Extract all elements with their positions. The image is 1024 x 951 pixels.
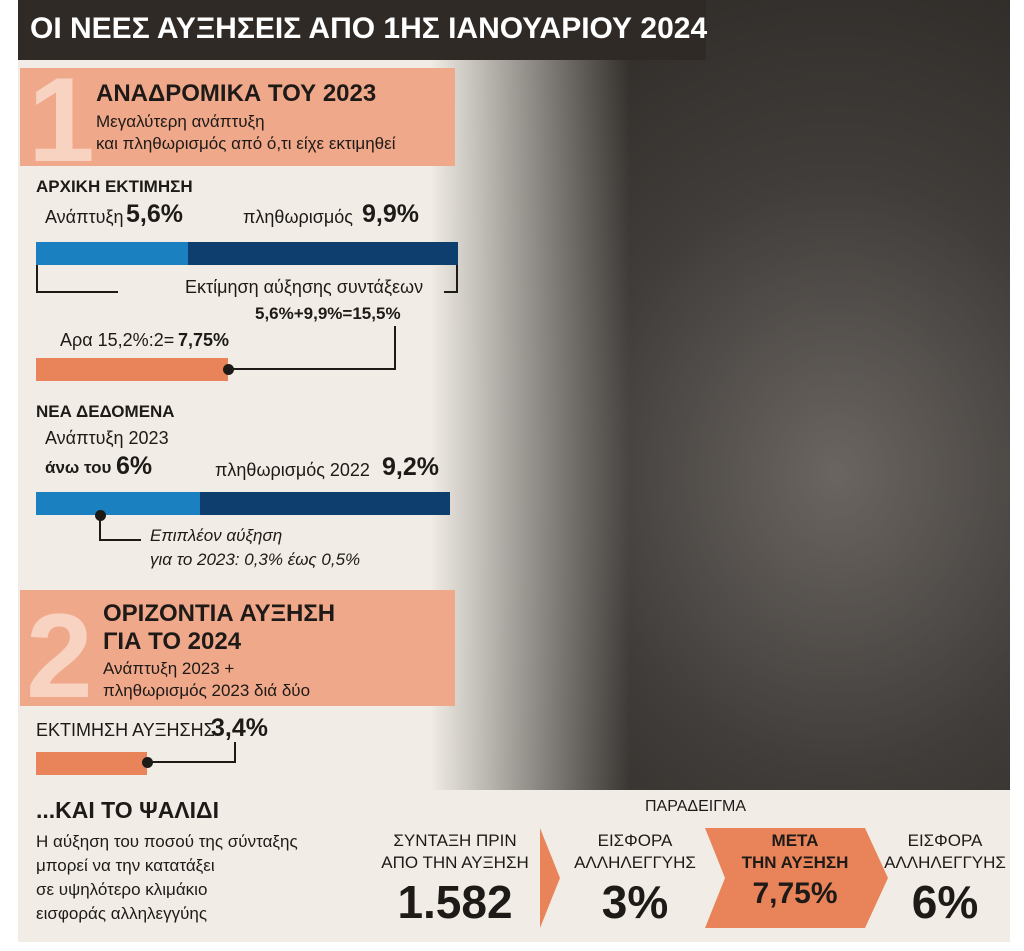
bracket xyxy=(36,291,118,293)
value: 3,4% xyxy=(211,714,268,742)
step: ΕΙΣΦΟΡΑ ΑΛΛΗΛΕΓΓΥΗΣ 3% xyxy=(550,830,720,930)
result-value: 7,75% xyxy=(178,330,230,350)
footer-text: μπορεί να την κατατάξει xyxy=(36,856,215,875)
connector xyxy=(147,761,236,763)
section-title: ΑΝΑΔΡΟΜΙΚΑ ΤΟΥ 2023 xyxy=(96,80,377,107)
footer-text: Η αύξηση του ποσού της σύνταξης xyxy=(36,832,298,851)
connector xyxy=(99,539,141,541)
bracket xyxy=(36,265,38,293)
connector xyxy=(234,742,236,763)
highlight-arrow xyxy=(705,828,888,928)
value: 6% xyxy=(116,452,153,480)
chevron xyxy=(540,828,560,928)
connector xyxy=(394,326,396,370)
value: 5,6% xyxy=(126,200,183,228)
inflation-bar xyxy=(188,242,458,265)
step-label: ΑΛΛΗΛΕΓΓΥΗΣ xyxy=(574,853,696,872)
step: ΜΕΤΑ ΤΗΝ ΑΥΞΗΣΗ 7,75% xyxy=(710,830,880,914)
section-title: ΓΙΑ ΤΟ 2024 xyxy=(103,628,242,655)
section-number: 2 xyxy=(26,589,93,723)
label: πληθωρισμός 2022 xyxy=(215,460,370,480)
label: άνω του xyxy=(45,458,112,477)
title: ΟΙ ΝΕΕΣ ΑΥΞΗΣΕΙΣ ΑΠΟ 1ΗΣ ΙΑΝΟΥΑΡΙΟΥ 2024 xyxy=(30,12,708,45)
value: 9,9% xyxy=(362,200,419,228)
step-label: ΕΙΣΦΟΡΑ xyxy=(597,831,673,850)
result-bar xyxy=(36,358,228,381)
label: Ανάπτυξη xyxy=(45,207,124,227)
step-label: ΑΠΟ ΤΗΝ ΑΥΞΗΣΗ xyxy=(381,853,529,872)
title-bar xyxy=(18,0,706,60)
step-label: ΑΛΛΗΛΕΓΓΥΗΣ xyxy=(884,853,1006,872)
step: ΕΙΣΦΟΡΑ ΑΛΛΗΛΕΓΓΥΗΣ 6% xyxy=(860,830,1024,930)
step: ΣΥΝΤΑΞΗ ΠΡΙΝ ΑΠΟ ΤΗΝ ΑΥΞΗΣΗ 1.582 xyxy=(370,830,540,930)
section-box xyxy=(20,590,455,706)
label: πληθωρισμός xyxy=(243,207,353,227)
step-label: ΜΕΤΑ xyxy=(771,831,819,850)
subtitle: Ανάπτυξη 2023 + xyxy=(103,659,235,678)
heading: ΑΡΧΙΚΗ ΕΚΤΙΜΗΣΗ xyxy=(36,177,193,196)
connector xyxy=(228,368,396,370)
label: ΕΚΤΙΜΗΣΗ ΑΥΞΗΣΗΣ xyxy=(36,720,215,740)
estimate-bar xyxy=(36,752,147,775)
heading: ΝΕΑ ΔΕΔΟΜΕΝΑ xyxy=(36,402,175,421)
subtitle: και πληθωρισμός από ό,τι είχε εκτιμηθεί xyxy=(96,134,396,153)
bracket xyxy=(444,291,458,293)
step-label: ΣΥΝΤΑΞΗ ΠΡΙΝ xyxy=(393,831,517,850)
section-title: ΟΡΙΖΟΝΤΙΑ ΑΥΞΗΣΗ xyxy=(103,600,336,627)
note: Επιπλέον αύξηση xyxy=(150,526,283,545)
bracket xyxy=(456,265,458,293)
step-value: 3% xyxy=(601,876,669,928)
section-number: 1 xyxy=(28,53,95,187)
step-value: 1.582 xyxy=(397,876,513,928)
subtitle: πληθωρισμός 2023 διά δύο xyxy=(103,681,311,700)
photo-fade xyxy=(430,0,630,790)
note: για το 2023: 0,3% έως 0,5% xyxy=(150,550,361,569)
growth-bar xyxy=(36,242,188,265)
footer-text: σε υψηλότερο κλιμάκιο xyxy=(36,880,208,899)
inflation-bar xyxy=(200,492,450,515)
subtitle: Μεγαλύτερη ανάπτυξη xyxy=(96,112,265,131)
growth-bar xyxy=(36,492,200,515)
section-box xyxy=(20,68,455,166)
label: Ανάπτυξη 2023 xyxy=(45,428,169,448)
step-label: ΤΗΝ ΑΥΞΗΣΗ xyxy=(741,853,849,872)
connector xyxy=(99,515,101,541)
step-label: ΕΙΣΦΟΡΑ xyxy=(907,831,983,850)
footer-title: ...ΚΑΙ ΤΟ ΨΑΛΙΔΙ xyxy=(36,797,219,823)
estimate-label: Εκτίμηση αύξησης συντάξεων xyxy=(185,277,424,297)
value: 9,2% xyxy=(382,453,439,481)
footer-text: εισφοράς αλληλεγγύης xyxy=(36,904,208,923)
example-label: ΠΑΡΑΔΕΙΓΜΑ xyxy=(645,798,746,815)
formula: 5,6%+9,9%=15,5% xyxy=(255,304,401,323)
step-value: 7,75% xyxy=(752,877,838,910)
step-value: 6% xyxy=(911,876,979,928)
result-label: Αρα 15,2%:2= xyxy=(60,330,175,350)
